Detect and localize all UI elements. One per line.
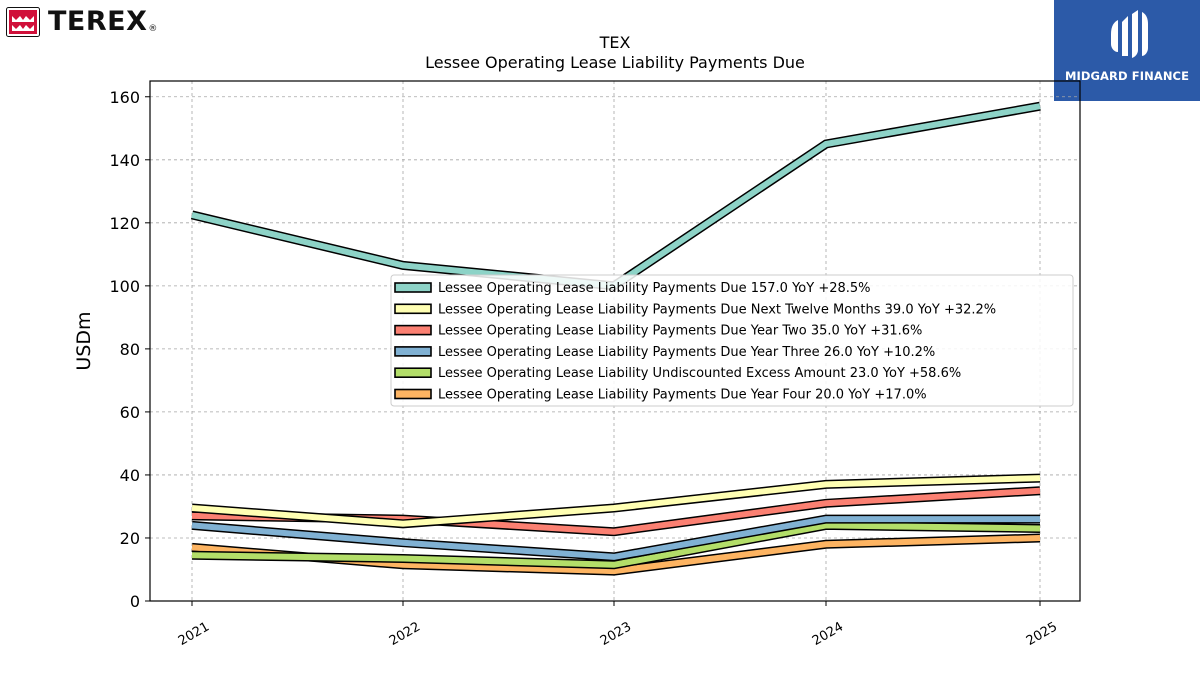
chart-subtitle: Lessee Operating Lease Liability Payment… [425, 53, 805, 72]
y-ticks: 0 20 40 60 80 100 120 140 160 [109, 88, 150, 611]
series-line [191, 475, 1041, 527]
legend-label: Lessee Operating Lease Liability Payment… [438, 324, 922, 339]
y-tick-label: 100 [109, 277, 140, 296]
x-tick-label: 2023 [598, 619, 634, 649]
legend-swatch [394, 388, 432, 400]
midgard-emblem-icon [1111, 10, 1148, 58]
legend-label: Lessee Operating Lease Liability Payment… [438, 302, 996, 317]
legend-swatch [394, 282, 432, 293]
legend-label: Lessee Operating Lease Liability Payment… [438, 388, 927, 403]
legend: Lessee Operating Lease Liability Payment… [390, 274, 1074, 407]
legend-swatch [394, 303, 432, 315]
y-tick-label: 0 [130, 592, 140, 611]
terex-logo: TEREX ® [6, 6, 157, 38]
chart-title: TEX [599, 33, 631, 52]
midgard-finance-logo: MIDGARD FINANCE [1054, 0, 1200, 101]
y-tick-label: 40 [120, 466, 140, 485]
x-tick-label: 2025 [1024, 619, 1060, 649]
plot-frame [149, 80, 1081, 602]
terex-crown-icon [6, 7, 40, 37]
y-tick-label: 60 [120, 403, 140, 422]
legend-label: Lessee Operating Lease Liability Payment… [438, 345, 935, 360]
series-line [191, 522, 1041, 568]
y-tick-label: 80 [120, 340, 140, 359]
x-tick-label: 2021 [176, 619, 212, 649]
x-ticks: 2021 2022 2023 2024 2025 [176, 601, 1060, 649]
legend-swatch [394, 367, 432, 379]
series-line-outline [190, 101, 1041, 291]
y-axis-label: USDm [73, 311, 95, 370]
midgard-finance-text: MIDGARD FINANCE [1064, 69, 1190, 83]
legend-label: Lessee Operating Lease Liability Payment… [438, 281, 871, 296]
legend-label: Lessee Operating Lease Liability Undisco… [438, 366, 961, 381]
legend-box [390, 274, 1074, 407]
registered-mark: ® [148, 24, 158, 34]
y-tick-label: 160 [109, 88, 140, 107]
y-tick-label: 140 [109, 151, 140, 170]
series-lines [190, 101, 1041, 576]
x-tick-label: 2022 [387, 619, 423, 649]
series-line [191, 516, 1040, 560]
legend-swatch [394, 324, 432, 336]
y-tick-label: 20 [120, 529, 140, 548]
y-tick-label: 120 [109, 214, 140, 233]
x-tick-label: 2024 [810, 619, 846, 649]
legend-swatch [394, 346, 432, 357]
terex-logo-text: TEREX [48, 6, 148, 37]
